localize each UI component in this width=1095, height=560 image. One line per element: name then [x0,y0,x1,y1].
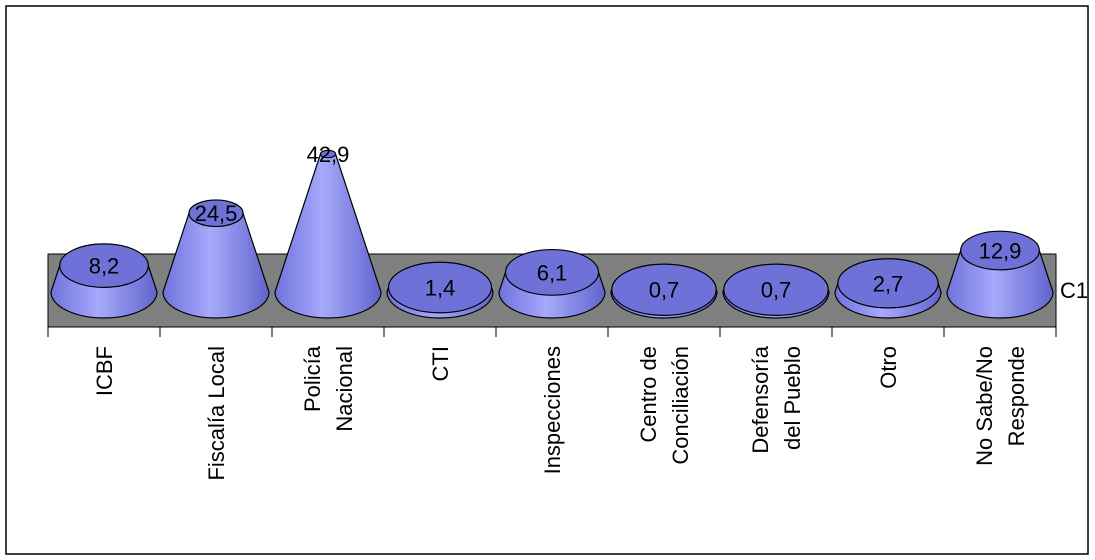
category-label-line: del Pueblo [780,346,805,450]
category-label-line: ICBF [92,346,117,396]
cone-cap [611,263,717,316]
cone-body [162,212,270,319]
cone-cap [960,230,1040,271]
category-labels: ICBF Fiscalía Local Policía Nacional CTI Insp… [92,345,1029,480]
cone-cap [188,199,244,228]
category-label-line: Policía [300,345,325,412]
category-label-line: Nacional [332,346,357,432]
value-label: 1,4 [425,275,456,300]
cone-bar [834,258,942,319]
value-label: 2,7 [873,271,904,296]
category-label-line: Otro [876,346,901,389]
category-label-line: No Sabe/No [972,346,997,466]
cone-bar [50,243,158,319]
cones-group [50,149,1054,319]
category-label: Otro [876,346,901,389]
value-labels: 8,2 24,5 42,9 1,4 6,1 0,7 0,7 2,7 12,9 [89,142,1022,303]
category-label-line: Inspecciones [540,346,565,474]
x-axis-ticks [47,327,1057,337]
category-label-line: Fiscalía Local [204,346,229,481]
cone-bar [610,263,718,319]
category-label: Fiscalía Local [204,346,229,481]
cone-bar [722,263,830,319]
category-label-line: Defensoría [748,345,773,453]
category-label: Defensoría del Pueblo [748,345,805,453]
category-label: Centro de Conciliación [636,346,693,465]
cone-bar [162,199,270,319]
cone-bar [498,248,606,319]
cone-bar [946,230,1054,319]
cone-body [274,153,382,319]
cone-body [946,249,1054,319]
cone-bar [274,149,382,319]
category-label-line: Responde [1004,346,1029,446]
category-label-line: Conciliación [668,346,693,465]
value-label: 12,9 [979,239,1022,264]
cone-cap [837,258,939,309]
value-label: 6,1 [537,260,568,285]
value-label: 0,7 [761,278,792,303]
value-label: 24,5 [195,201,238,226]
cone-cap [319,149,337,159]
category-label: Policía Nacional [300,345,357,431]
value-label: 42,9 [307,142,350,167]
cone-bar [386,261,494,319]
category-label: CTI [428,346,453,381]
cone-cap [723,263,829,316]
cone-cap [387,261,493,314]
category-label-line: Centro de [636,346,661,443]
value-label: 8,2 [89,254,120,279]
category-label: No Sabe/No Responde [972,346,1029,466]
category-label: ICBF [92,346,117,396]
cone-cap [504,248,600,296]
cone-cap [59,243,149,288]
category-label-line: CTI [428,346,453,381]
value-label: 0,7 [649,278,680,303]
series-label: C1 [1060,278,1088,303]
category-label: Inspecciones [540,346,565,474]
